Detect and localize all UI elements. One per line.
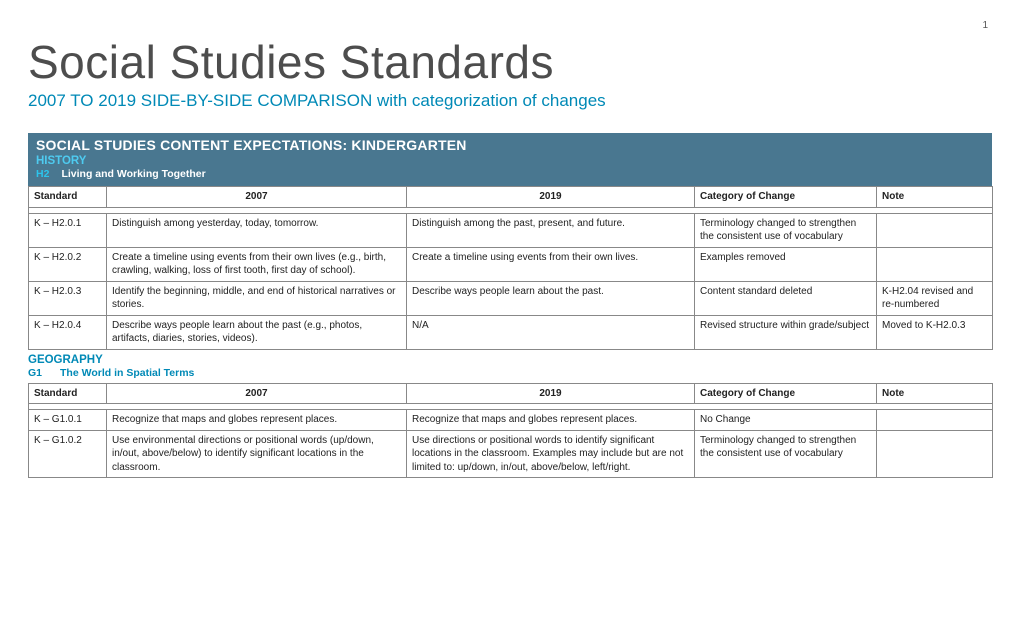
page-number: 1 — [28, 20, 988, 31]
cell-standard: K – G1.0.2 — [29, 430, 107, 478]
table-row: K – H2.0.1 Distinguish among yesterday, … — [29, 213, 993, 247]
cell-standard: K – H2.0.4 — [29, 315, 107, 349]
cell-category: No Change — [695, 410, 877, 431]
cell-note: Moved to K-H2.0.3 — [877, 315, 993, 349]
cell-note: K-H2.04 revised and re-numbered — [877, 281, 993, 315]
strand-code: G1 — [28, 367, 42, 379]
cell-note — [877, 410, 993, 431]
cell-note — [877, 213, 993, 247]
cell-2007: Use environmental directions or position… — [107, 430, 407, 478]
geography-subject: GEOGRAPHY — [28, 354, 992, 366]
cell-standard: K – H2.0.1 — [29, 213, 107, 247]
cell-2019: N/A — [407, 315, 695, 349]
banner-heading: SOCIAL STUDIES CONTENT EXPECTATIONS: KIN… — [36, 137, 984, 153]
cell-2019: Describe ways people learn about the pas… — [407, 281, 695, 315]
cell-category: Examples removed — [695, 247, 877, 281]
cell-2007: Distinguish among yesterday, today, tomo… — [107, 213, 407, 247]
table-row: K – H2.0.3 Identify the beginning, middl… — [29, 281, 993, 315]
cell-category: Terminology changed to strengthen the co… — [695, 430, 877, 478]
cell-2019: Use directions or positional words to id… — [407, 430, 695, 478]
table-row: K – H2.0.4 Describe ways people learn ab… — [29, 315, 993, 349]
strand-name: Living and Working Together — [61, 168, 205, 180]
cell-2007: Recognize that maps and globes represent… — [107, 410, 407, 431]
cell-category: Terminology changed to strengthen the co… — [695, 213, 877, 247]
cell-standard: K – H2.0.2 — [29, 247, 107, 281]
cell-2007: Identify the beginning, middle, and end … — [107, 281, 407, 315]
section-banner: SOCIAL STUDIES CONTENT EXPECTATIONS: KIN… — [28, 133, 992, 186]
cell-2007: Describe ways people learn about the pas… — [107, 315, 407, 349]
table-header-row: Standard 2007 2019 Category of Change No… — [29, 383, 993, 404]
strand-name: The World in Spatial Terms — [60, 367, 194, 379]
cell-note — [877, 430, 993, 478]
cell-standard: K – H2.0.3 — [29, 281, 107, 315]
cell-2019: Recognize that maps and globes represent… — [407, 410, 695, 431]
cell-2007: Create a timeline using events from thei… — [107, 247, 407, 281]
table-row: K – H2.0.2 Create a timeline using event… — [29, 247, 993, 281]
cell-category: Content standard deleted — [695, 281, 877, 315]
col-standard: Standard — [29, 187, 107, 208]
strand-code: H2 — [36, 168, 49, 180]
cell-standard: K – G1.0.1 — [29, 410, 107, 431]
history-table: Standard 2007 2019 Category of Change No… — [28, 186, 993, 350]
document-subtitle: 2007 TO 2019 SIDE-BY-SIDE COMPARISON wit… — [28, 91, 992, 111]
col-2019: 2019 — [407, 383, 695, 404]
col-category: Category of Change — [695, 187, 877, 208]
geography-strand: G1 The World in Spatial Terms — [28, 367, 992, 379]
col-2007: 2007 — [107, 383, 407, 404]
col-2019: 2019 — [407, 187, 695, 208]
col-2007: 2007 — [107, 187, 407, 208]
col-note: Note — [877, 187, 993, 208]
banner-subject: HISTORY — [36, 155, 984, 167]
geography-table: Standard 2007 2019 Category of Change No… — [28, 383, 993, 479]
banner-strand: H2 Living and Working Together — [36, 168, 984, 180]
col-standard: Standard — [29, 383, 107, 404]
cell-2019: Distinguish among the past, present, and… — [407, 213, 695, 247]
cell-note — [877, 247, 993, 281]
table-row: K – G1.0.2 Use environmental directions … — [29, 430, 993, 478]
document-title: Social Studies Standards — [28, 35, 992, 89]
table-row: K – G1.0.1 Recognize that maps and globe… — [29, 410, 993, 431]
col-note: Note — [877, 383, 993, 404]
cell-2019: Create a timeline using events from thei… — [407, 247, 695, 281]
table-header-row: Standard 2007 2019 Category of Change No… — [29, 187, 993, 208]
col-category: Category of Change — [695, 383, 877, 404]
cell-category: Revised structure within grade/subject — [695, 315, 877, 349]
